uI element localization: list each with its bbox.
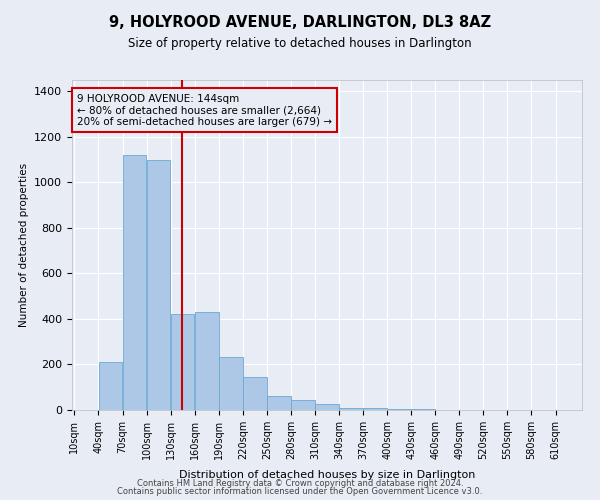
Text: 9 HOLYROOD AVENUE: 144sqm
← 80% of detached houses are smaller (2,664)
20% of se: 9 HOLYROOD AVENUE: 144sqm ← 80% of detac… (77, 94, 332, 127)
Text: 9, HOLYROOD AVENUE, DARLINGTON, DL3 8AZ: 9, HOLYROOD AVENUE, DARLINGTON, DL3 8AZ (109, 15, 491, 30)
Bar (243, 377, 266, 410)
Text: Contains public sector information licensed under the Open Government Licence v3: Contains public sector information licen… (118, 487, 482, 496)
Bar (195, 312, 218, 410)
Bar (171, 314, 194, 410)
Bar (412, 409, 435, 410)
Bar (219, 356, 242, 410)
Bar (291, 400, 315, 410)
Bar (98, 362, 122, 410)
X-axis label: Distribution of detached houses by size in Darlington: Distribution of detached houses by size … (179, 470, 475, 480)
Text: Size of property relative to detached houses in Darlington: Size of property relative to detached ho… (128, 38, 472, 51)
Bar (363, 408, 387, 410)
Bar (267, 396, 291, 410)
Bar (388, 409, 411, 410)
Bar (147, 160, 170, 410)
Text: Contains HM Land Registry data © Crown copyright and database right 2024.: Contains HM Land Registry data © Crown c… (137, 478, 463, 488)
Bar (315, 404, 339, 410)
Bar (123, 155, 146, 410)
Bar (339, 408, 363, 410)
Y-axis label: Number of detached properties: Number of detached properties (19, 163, 29, 327)
